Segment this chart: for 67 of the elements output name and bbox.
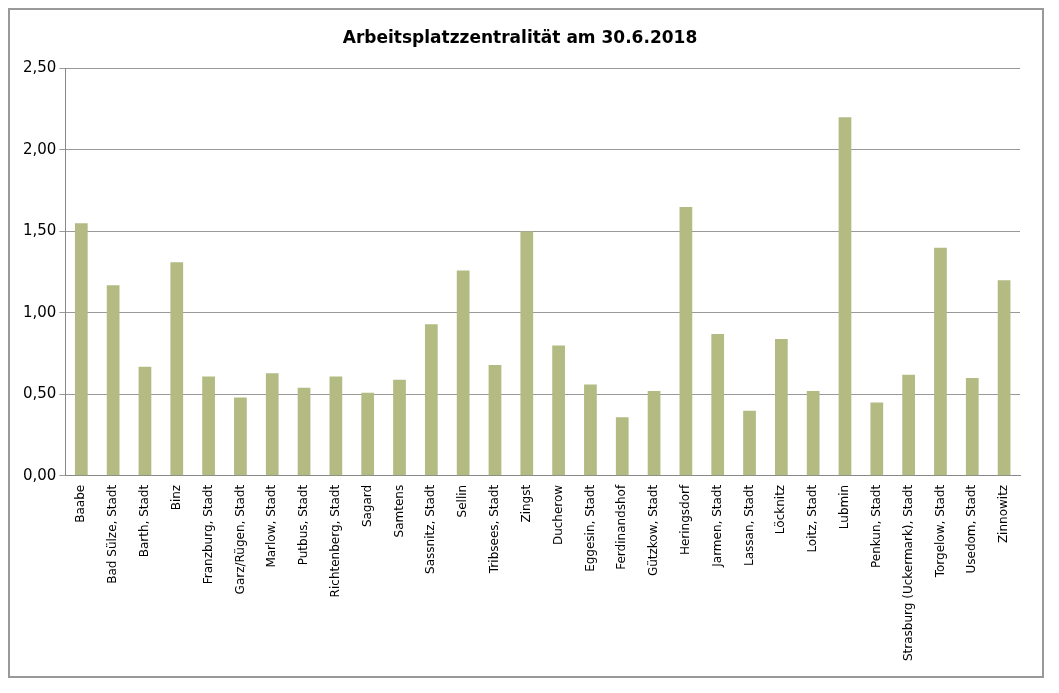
bar — [774, 338, 788, 476]
bar — [456, 270, 470, 476]
bar — [74, 223, 88, 476]
bar — [170, 262, 184, 476]
bar — [584, 384, 597, 476]
x-tick-label: Jarmen, Stadt — [709, 484, 724, 568]
x-tick-label: Putbus, Stadt — [296, 484, 311, 566]
x-tick-label: Garz/Rügen, Stadt — [232, 484, 247, 595]
bar — [902, 374, 915, 476]
y-tick-label: 1,50 — [22, 221, 57, 240]
x-tick-label: Bad Sülze, Stadt — [105, 484, 120, 584]
y-tick-label: 0,00 — [22, 465, 57, 484]
bar — [520, 231, 534, 476]
x-tick-label: Gützkow, Stadt — [646, 484, 661, 577]
chart-title: Arbeitsplatzzentralität am 30.6.2018 — [342, 26, 698, 47]
x-tick-label: Torgelow, Stadt — [932, 484, 947, 579]
bar — [393, 379, 406, 476]
bar — [679, 206, 693, 476]
bar — [329, 376, 343, 476]
x-tick-label: Sassnitz, Stadt — [423, 484, 438, 574]
bar — [615, 417, 629, 476]
x-tick-label: Ferdinandshof — [614, 484, 629, 570]
bar — [806, 391, 820, 476]
x-tick-label: Zingst — [518, 484, 533, 523]
x-tick-label: Baabe — [73, 484, 88, 523]
x-tick-label: Löcknitz — [773, 484, 788, 535]
x-tick-label: Eggesin, Stadt — [582, 484, 597, 572]
x-tick-label: Richtenberg, Stadt — [327, 484, 342, 598]
bar — [870, 402, 884, 476]
bar — [838, 117, 852, 476]
x-tick-label: Sellin — [455, 484, 470, 518]
x-tick-label: Barth, Stadt — [137, 484, 152, 558]
x-tick-label: Franzburg, Stadt — [200, 484, 215, 585]
y-tick-label: 2,00 — [22, 139, 57, 158]
bar — [424, 324, 438, 476]
bar — [297, 387, 311, 476]
bar — [711, 334, 725, 476]
x-tick-label: Samtens — [391, 484, 406, 538]
bar — [265, 373, 279, 476]
x-tick-label: Lassan, Stadt — [741, 484, 756, 566]
x-tick-label: Tribsees, Stadt — [487, 484, 502, 575]
x-tick-label: Marlow, Stadt — [264, 484, 279, 568]
bar — [743, 410, 756, 476]
bar — [647, 391, 661, 476]
bar — [997, 280, 1011, 476]
x-tick-label: Lubmin — [837, 484, 852, 530]
bar — [965, 378, 979, 476]
x-tick-label: Ducherow — [550, 484, 565, 546]
bar — [361, 392, 375, 476]
y-tick-label: 0,50 — [22, 384, 57, 403]
x-tick-label: Sagard — [359, 484, 374, 528]
y-tick-label: 1,00 — [22, 302, 57, 321]
x-tick-label: Usedom, Stadt — [964, 484, 979, 574]
y-tick-label: 2,50 — [22, 58, 57, 77]
x-tick-label: Binz — [168, 484, 183, 511]
bar — [106, 285, 120, 476]
x-tick-label: Heringsdorf — [678, 484, 693, 556]
bar — [552, 345, 565, 476]
x-tick-label: Strasburg (Uckermark), Stadt — [900, 484, 915, 662]
bar — [202, 376, 215, 476]
bar — [234, 397, 247, 476]
bar — [488, 365, 502, 476]
x-tick-label: Loitz, Stadt — [805, 484, 820, 553]
bar — [138, 366, 152, 476]
bar — [934, 247, 947, 476]
x-tick-label: Zinnowitz — [996, 484, 1011, 544]
x-tick-label: Penkun, Stadt — [868, 484, 883, 569]
